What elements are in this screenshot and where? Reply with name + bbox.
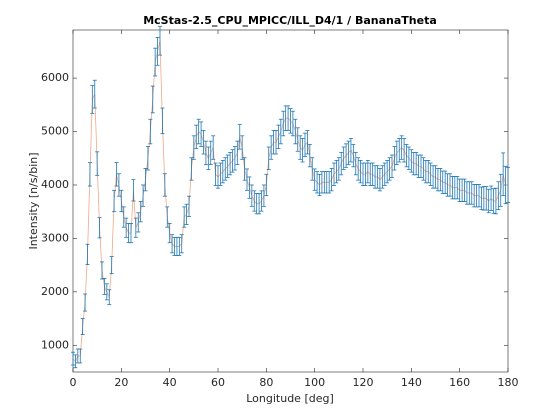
y-tick-label: 3000: [41, 231, 69, 244]
chart-title: McStas-2.5_CPU_MPICC/ILL_D4/1 / BananaTh…: [143, 14, 437, 27]
y-tick-label: 1000: [41, 338, 69, 351]
y-tick-label: 2000: [41, 285, 69, 298]
x-tick-label: 40: [163, 376, 177, 389]
x-tick-label: 20: [114, 376, 128, 389]
x-tick-label: 160: [449, 376, 470, 389]
x-tick-label: 140: [401, 376, 422, 389]
x-tick-label: 0: [70, 376, 77, 389]
y-tick-label: 4000: [41, 178, 69, 191]
y-axis-label: Intensity [n/s/bin]: [27, 152, 40, 249]
x-axis-label: Longitude [deg]: [246, 392, 334, 405]
x-tick-label: 60: [211, 376, 225, 389]
x-tick-label: 80: [259, 376, 273, 389]
x-tick-label: 180: [498, 376, 519, 389]
x-tick-label: 120: [353, 376, 374, 389]
y-tick-label: 6000: [41, 71, 69, 84]
x-tick-label: 100: [304, 376, 325, 389]
y-tick-label: 5000: [41, 125, 69, 138]
